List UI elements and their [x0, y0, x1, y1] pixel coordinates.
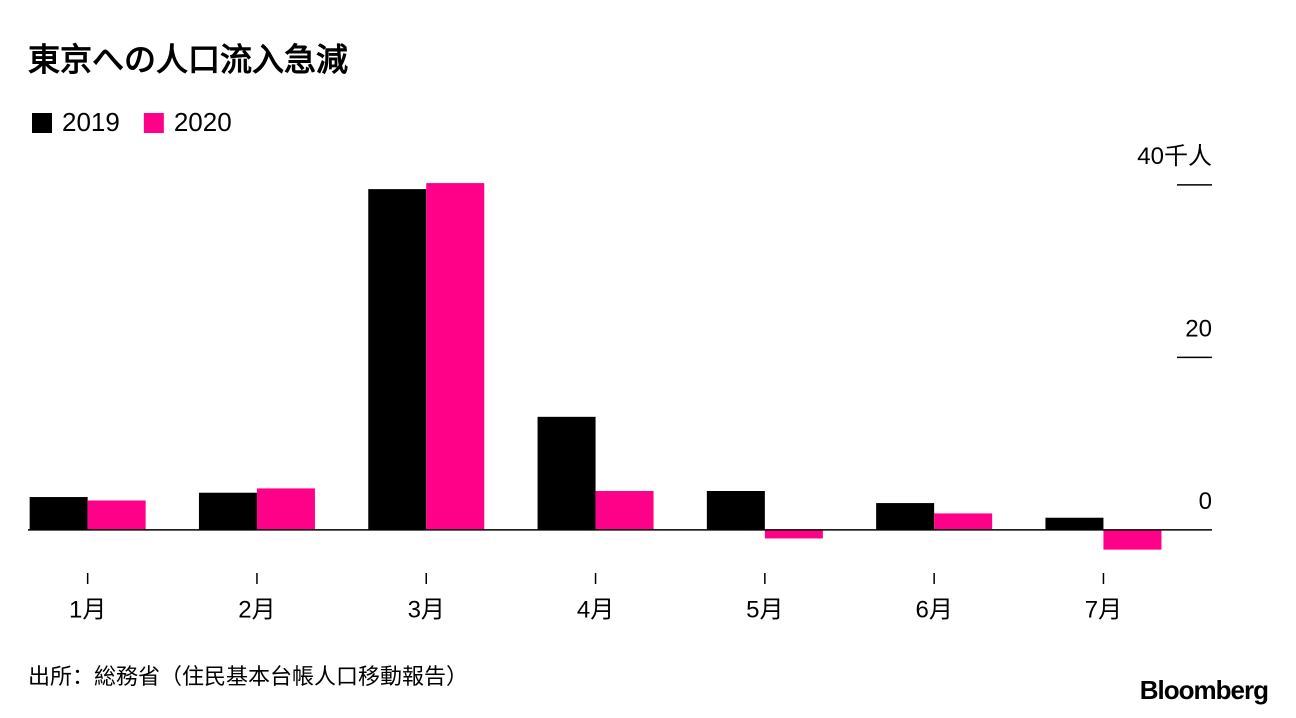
bar [198, 492, 257, 530]
legend-label: 2020 [174, 107, 232, 137]
bar [29, 497, 88, 530]
legend-label: 2019 [62, 107, 120, 137]
bar [368, 189, 427, 530]
x-tick-label: 6月 [915, 596, 952, 623]
source: 出所：総務省（住民基本台帳人口移動報告） [28, 664, 468, 689]
legend-swatch [32, 113, 52, 133]
bar [706, 491, 765, 530]
logo: Bloomberg [1140, 675, 1268, 705]
bar [256, 488, 315, 530]
bar [87, 500, 146, 530]
y-tick-label: 40千人 [1137, 143, 1212, 170]
bar [595, 491, 654, 530]
x-tick-label: 7月 [1085, 596, 1122, 623]
legend-swatch [143, 113, 164, 133]
x-tick-label: 2月 [238, 596, 275, 623]
bar [934, 513, 993, 530]
bar [1045, 517, 1104, 530]
bar [1103, 529, 1162, 550]
x-tick-label: 1月 [69, 596, 106, 623]
chart-title: 東京への人口流入急減 [28, 41, 348, 77]
bar [426, 183, 485, 530]
bar [876, 503, 935, 530]
x-tick-label: 3月 [408, 596, 445, 623]
x-tick-label: 4月 [577, 596, 614, 623]
bar [537, 416, 596, 530]
y-tick-label: 20 [1185, 316, 1212, 343]
bar [764, 529, 823, 539]
x-tick-label: 5月 [746, 596, 783, 623]
y-tick-label: 0 [1199, 488, 1212, 515]
